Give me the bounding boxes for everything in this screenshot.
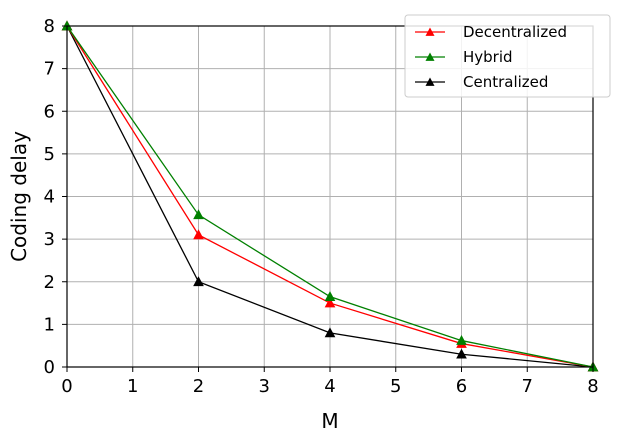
series-layer bbox=[61, 20, 599, 372]
y-tick-label: 2 bbox=[44, 272, 55, 293]
x-axis-label: M bbox=[321, 409, 338, 433]
point-hybrid bbox=[324, 291, 336, 301]
x-tick-label: 6 bbox=[456, 376, 467, 397]
point-centralized bbox=[193, 276, 204, 287]
x-tick-label: 0 bbox=[61, 376, 72, 397]
legend-label: Centralized bbox=[463, 73, 548, 91]
x-tick-label: 8 bbox=[587, 376, 598, 397]
legend-box bbox=[404, 14, 611, 98]
y-tick-label: 3 bbox=[44, 229, 55, 250]
legend-swatch-marker bbox=[425, 77, 435, 86]
tick-layer: 0 1 2 3 4 5 6 7 8 0 1 2 3 4 5 6 7 8 bbox=[44, 16, 599, 397]
point-centralized bbox=[456, 348, 467, 359]
y-axis-label: Coding delay bbox=[7, 131, 31, 262]
legend-label: Decentralized bbox=[463, 23, 567, 41]
legend-label: Hybrid bbox=[463, 48, 513, 66]
legend: Decentralized Hybrid Centralized bbox=[404, 14, 611, 98]
point-hybrid bbox=[193, 209, 204, 220]
x-tick-label: 3 bbox=[259, 376, 270, 397]
x-tick-label: 5 bbox=[390, 376, 401, 397]
point-hybrid bbox=[456, 335, 467, 345]
legend-swatch-marker bbox=[425, 52, 435, 61]
y-tick-label: 7 bbox=[44, 59, 55, 80]
x-tick-label: 1 bbox=[127, 376, 138, 397]
point-decentralized bbox=[324, 297, 336, 308]
x-tick-label: 2 bbox=[193, 376, 204, 397]
x-tick-label: 7 bbox=[522, 376, 533, 397]
x-tick-label: 4 bbox=[324, 376, 335, 397]
y-tick-label: 6 bbox=[44, 101, 55, 122]
y-tick-label: 8 bbox=[44, 16, 55, 37]
y-tick-label: 0 bbox=[44, 357, 55, 378]
y-tick-label: 1 bbox=[44, 314, 55, 335]
legend-swatch-marker bbox=[425, 27, 435, 36]
y-tick-label: 4 bbox=[44, 187, 55, 208]
y-tick-label: 5 bbox=[44, 144, 55, 165]
point-centralized bbox=[324, 327, 336, 338]
point-decentralized bbox=[193, 229, 204, 240]
